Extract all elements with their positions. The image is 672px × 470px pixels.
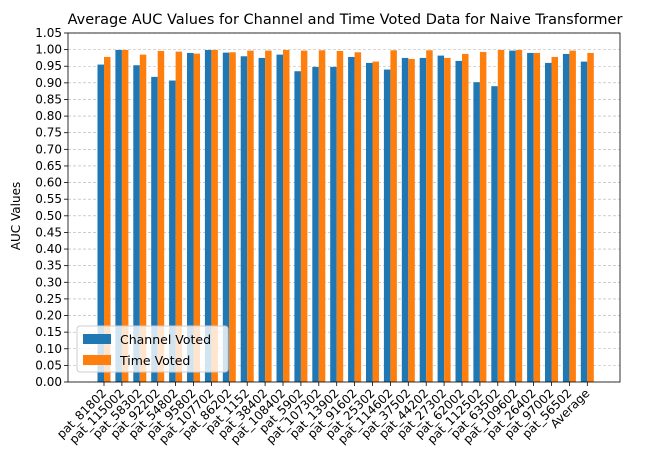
bar-time-voted bbox=[283, 49, 290, 383]
bar-time-voted bbox=[247, 50, 254, 383]
bar-channel-voted bbox=[509, 50, 516, 383]
bar-channel-voted bbox=[276, 54, 283, 382]
bar-channel-voted bbox=[366, 62, 373, 383]
bar-time-voted bbox=[193, 53, 200, 383]
y-tick-label: 1.00 bbox=[35, 43, 62, 57]
y-tick-label: 0.95 bbox=[35, 59, 62, 73]
bar-time-voted bbox=[265, 50, 272, 383]
bar-time-voted bbox=[408, 58, 415, 382]
bar-channel-voted bbox=[455, 60, 462, 383]
y-tick-label: 0.85 bbox=[35, 92, 62, 106]
bar-time-voted bbox=[462, 53, 469, 382]
y-tick-label: 0.05 bbox=[35, 358, 62, 372]
y-tick-label: 0.00 bbox=[35, 375, 62, 389]
legend-label-channel-voted: Channel Voted bbox=[120, 332, 211, 347]
bar-channel-voted bbox=[115, 49, 122, 383]
bar-channel-voted bbox=[580, 61, 588, 382]
legend-box bbox=[76, 325, 229, 373]
bar-time-voted bbox=[390, 50, 397, 382]
bar-channel-voted bbox=[204, 49, 212, 383]
bar-time-voted bbox=[497, 49, 505, 383]
bar-channel-voted bbox=[527, 52, 534, 382]
y-tick-label: 0.90 bbox=[35, 76, 62, 90]
bar-channel-voted bbox=[491, 86, 498, 382]
bar-time-voted bbox=[533, 52, 541, 382]
bar-time-voted bbox=[426, 50, 433, 382]
bar-channel-voted bbox=[545, 62, 552, 383]
bar-time-voted bbox=[157, 50, 165, 382]
y-tick-label: 0.25 bbox=[35, 292, 62, 306]
y-tick-label: 0.55 bbox=[35, 192, 62, 206]
x-ticks: pat_81802pat_115002pat_58302pat_92202pat… bbox=[54, 382, 592, 447]
axes-layer bbox=[67, 32, 621, 383]
bar-channel-voted bbox=[562, 53, 570, 382]
bar-channel-voted bbox=[294, 71, 301, 382]
bar-time-voted bbox=[104, 56, 111, 382]
bar-time-voted bbox=[372, 61, 379, 382]
bar-channel-voted bbox=[187, 52, 194, 382]
y-tick-label: 1.05 bbox=[35, 26, 62, 40]
y-tick-label: 0.15 bbox=[35, 325, 62, 339]
legend-swatch-channel-voted bbox=[83, 334, 111, 344]
y-tick-label: 0.20 bbox=[35, 309, 62, 323]
y-tick-label: 0.75 bbox=[35, 126, 62, 140]
y-axis-label: AUC Values bbox=[9, 182, 23, 250]
chart-title: Average AUC Values for Channel and Time … bbox=[68, 12, 623, 28]
bar-time-voted bbox=[551, 56, 558, 382]
bar-time-voted bbox=[229, 52, 236, 382]
bar-channel-voted bbox=[473, 82, 480, 382]
bar-channel-voted bbox=[240, 56, 248, 383]
legend: Channel Voted Time Voted bbox=[76, 325, 229, 373]
bar-time-voted bbox=[300, 50, 308, 383]
y-tick-label: 0.65 bbox=[35, 159, 62, 173]
bar-channel-voted bbox=[401, 57, 409, 383]
y-tick-label: 0.40 bbox=[35, 242, 62, 256]
bar-channel-voted bbox=[258, 57, 266, 383]
bar-time-voted bbox=[121, 49, 129, 383]
y-tick-label: 0.45 bbox=[35, 225, 62, 239]
bar-time-voted bbox=[569, 50, 576, 383]
bar-channel-voted bbox=[169, 80, 176, 382]
bar-channel-voted bbox=[348, 56, 355, 382]
y-tick-label: 0.50 bbox=[35, 209, 62, 223]
bar-channel-voted bbox=[330, 66, 337, 382]
y-tick-label: 0.10 bbox=[35, 342, 62, 356]
bar-time-voted bbox=[444, 57, 451, 383]
bar-channel-voted bbox=[312, 66, 319, 382]
legend-swatch-time-voted bbox=[83, 355, 111, 365]
bars-layer bbox=[97, 49, 594, 383]
bar-channel-voted bbox=[97, 64, 104, 383]
bar-time-voted bbox=[336, 50, 344, 382]
y-tick-label: 0.80 bbox=[35, 109, 62, 123]
y-tick-label: 0.70 bbox=[35, 142, 62, 156]
axes-frame bbox=[67, 32, 621, 383]
bar-channel-voted bbox=[419, 57, 427, 383]
bar-time-voted bbox=[354, 52, 362, 382]
bar-time-voted bbox=[318, 50, 326, 382]
legend-label-time-voted: Time Voted bbox=[119, 353, 190, 368]
y-tick-label: 0.60 bbox=[35, 176, 62, 190]
bar-channel-voted bbox=[133, 65, 140, 382]
bar-time-voted bbox=[175, 51, 183, 382]
bar-time-voted bbox=[587, 52, 594, 382]
bar-channel-voted bbox=[437, 55, 445, 383]
bar-time-voted bbox=[139, 54, 147, 382]
y-tick-label: 0.30 bbox=[35, 275, 62, 289]
bar-time-voted bbox=[515, 49, 523, 383]
y-ticks: 0.00 0.05 0.10 0.15 0.20 0.25 0.30 0.35 0.40 0.45… bbox=[35, 26, 68, 389]
bar-channel-voted bbox=[151, 76, 158, 383]
bar-time-voted bbox=[211, 49, 218, 383]
bar-channel-voted bbox=[222, 52, 230, 383]
bar-time-voted bbox=[479, 51, 487, 383]
bar-channel-voted bbox=[383, 69, 391, 383]
y-tick-label: 0.35 bbox=[35, 259, 62, 273]
